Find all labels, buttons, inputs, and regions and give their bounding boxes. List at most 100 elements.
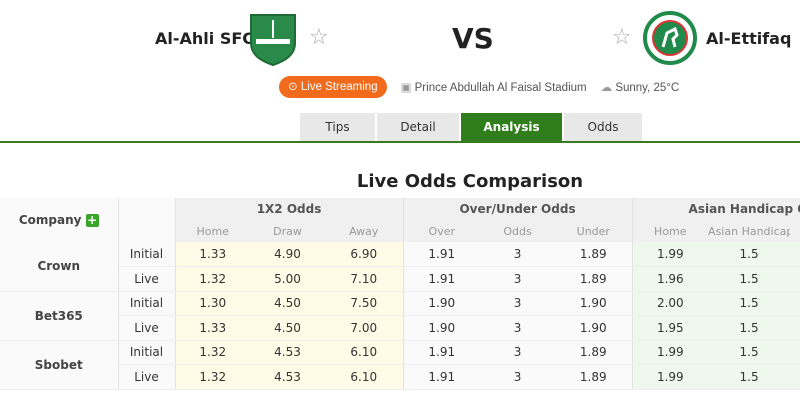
company-name[interactable]: Bet365 [0,291,119,341]
live-streaming-label: Live Streaming [300,81,378,93]
odds-type: Live [118,315,176,341]
subheader: Asian Handicap [708,220,791,242]
group-over-under: Over/Under Odds [402,198,633,220]
tab-analysis[interactable]: Analysis [461,113,562,141]
odds-cell[interactable]: 4.53 [250,340,325,365]
odds-cell[interactable]: 4.90 [250,242,325,267]
live-streaming-button[interactable]: ⊙ Live Streaming [279,76,387,98]
odds-cell-overflow [790,266,800,292]
weather-icon: ☁ [600,82,613,94]
vs-label: VS [452,22,494,55]
home-team-name[interactable]: Al-Ahli SFC [155,29,255,48]
favorite-away-star-icon[interactable]: ☆ [612,25,632,50]
odds-cell[interactable]: 1.30 [175,291,250,316]
odds-cell[interactable]: 1.90 [402,291,481,316]
odds-cell[interactable]: 1.5 [708,242,791,267]
table-row[interactable]: Crown Initial 1.33 4.90 6.90 1.91 3 1.89 1.99 1.5 [0,242,800,292]
odds-cell[interactable]: 1.89 [555,266,633,292]
odds-cell[interactable]: 1.91 [402,364,481,390]
odds-cell[interactable]: 1.5 [708,315,791,341]
odds-cell-overflow [790,291,800,316]
favorite-home-star-icon[interactable]: ☆ [309,25,329,50]
weather-info: ☁ Sunny, 25°C [601,80,680,94]
match-info-row: ⊙ Live Streaming ▣ Prince Abdullah Al Fa… [279,76,679,98]
stadium-info: ▣ Prince Abdullah Al Faisal Stadium [401,80,587,94]
odds-cell[interactable]: 7.10 [325,266,404,292]
odds-cell[interactable]: 1.96 [631,266,709,292]
tab-odds[interactable]: Odds [564,113,642,141]
stadium-icon: ▣ [400,82,412,94]
odds-cell[interactable]: 3 [480,291,556,316]
odds-cell[interactable]: 4.53 [250,364,325,390]
subheader-overflow [790,220,800,242]
odds-cell[interactable]: 3 [480,315,556,341]
play-icon: ⊙ [288,81,298,93]
odds-cell[interactable]: 3 [480,364,556,390]
odds-cell[interactable]: 7.00 [325,315,404,341]
odds-cell[interactable]: 1.32 [175,340,250,365]
company-header: Company + [0,198,119,242]
odds-cell[interactable]: 1.5 [708,340,791,365]
weather-text: Sunny, 25°C [615,82,680,94]
company-name[interactable]: Sbobet [0,340,119,390]
odds-cell[interactable]: 1.91 [402,266,481,292]
odds-cell[interactable]: 4.50 [250,291,325,316]
odds-cell[interactable]: 1.5 [708,364,791,390]
odds-cell[interactable]: 2.00 [631,291,709,316]
odds-table: Company + 1X2 Odds Over/Under Odds Asian… [0,198,800,390]
odds-cell[interactable]: 1.32 [175,266,250,292]
company-header-label: Company [18,213,82,227]
odds-cell-overflow [790,340,800,365]
odds-cell[interactable]: 1.99 [631,364,709,390]
odds-cell[interactable]: 1.95 [631,315,709,341]
subheader: Under [555,220,633,242]
odds-cell[interactable]: 1.99 [631,242,709,267]
odds-cell[interactable]: 1.32 [175,364,250,390]
odds-cell[interactable]: 1.89 [555,340,633,365]
odds-cell[interactable]: 1.91 [402,340,481,365]
away-team-name[interactable]: Al-Ettifaq [706,29,792,48]
odds-cell[interactable]: 7.50 [325,291,404,316]
odds-cell[interactable]: 1.5 [708,291,791,316]
odds-cell[interactable]: 1.33 [175,315,250,341]
odds-type: Live [118,266,176,292]
odds-cell[interactable]: 3 [480,340,556,365]
group-1x2: 1X2 Odds [175,198,404,220]
table-row[interactable]: Live 1.33 4.50 7.00 1.90 3 1.90 1.95 1.5 [0,315,800,341]
odds-cell-overflow [790,364,800,390]
odds-cell[interactable]: 1.99 [631,340,709,365]
section-title: Live Odds Comparison [356,171,584,192]
subheader: Away [325,220,404,242]
odds-cell[interactable]: 6.90 [325,242,404,267]
subheader: Over [402,220,481,242]
add-company-icon[interactable]: + [85,213,99,227]
company-name[interactable]: Crown [0,242,119,292]
odds-cell[interactable]: 6.10 [325,340,404,365]
table-row[interactable]: Sbobet Initial 1.32 4.53 6.10 1.91 3 1.89 1.99 1.… [0,340,800,390]
odds-cell[interactable]: 4.50 [250,315,325,341]
tab-detail[interactable]: Detail [377,113,459,141]
odds-cell-overflow [790,242,800,267]
table-row[interactable]: Bet365 Initial 1.30 4.50 7.50 1.90 3 1.90 2.00 1.… [0,291,800,341]
odds-cell[interactable]: 1.91 [402,242,481,267]
odds-cell[interactable]: 5.00 [250,266,325,292]
odds-cell[interactable]: 1.89 [555,242,633,267]
odds-cell[interactable]: 3 [480,242,556,267]
odds-cell[interactable]: 6.10 [325,364,404,390]
stadium-name: Prince Abdullah Al Faisal Stadium [414,82,587,94]
odds-cell[interactable]: 3 [480,266,556,292]
odds-cell[interactable]: 1.90 [555,315,633,341]
type-header [118,198,176,242]
away-team-logo [643,11,697,65]
odds-cell[interactable]: 1.90 [555,291,633,316]
odds-cell[interactable]: 1.90 [402,315,481,341]
odds-cell[interactable]: 1.33 [175,242,250,267]
tab-tips[interactable]: Tips [300,113,375,141]
odds-cell[interactable]: 1.5 [708,266,791,292]
odds-cell[interactable]: 1.89 [555,364,633,390]
table-row[interactable]: Live 1.32 4.53 6.10 1.91 3 1.89 1.99 1.5 [0,364,800,390]
subheader: Home [631,220,709,242]
table-row[interactable]: Live 1.32 5.00 7.10 1.91 3 1.89 1.96 1.5 [0,266,800,292]
odds-type: Live [118,364,176,390]
tabs-divider [0,141,800,143]
